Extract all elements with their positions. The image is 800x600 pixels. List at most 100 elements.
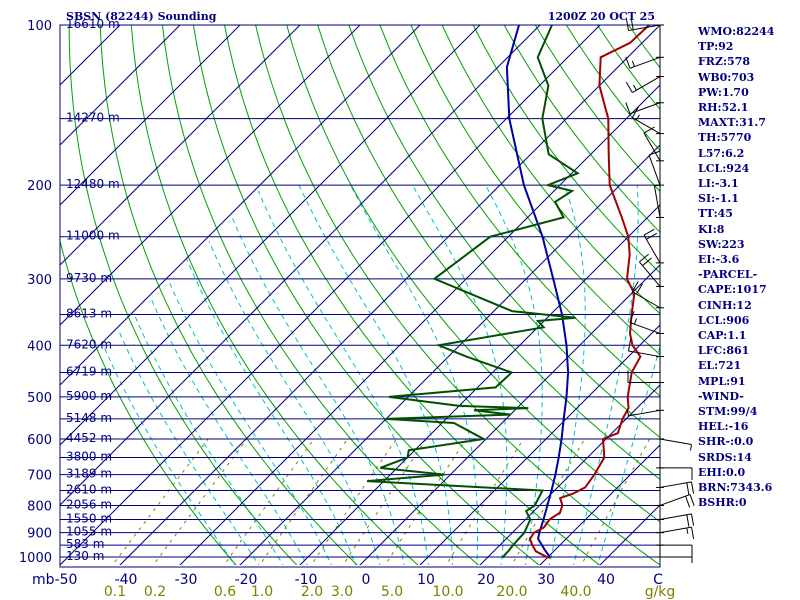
height-label: 14270 m (66, 111, 120, 125)
index-item: CAP:1.1 (698, 329, 747, 343)
mixing-ratio-tick-label: 0.2 (144, 584, 166, 600)
isotherm (60, 25, 361, 326)
index-item: CINH:12 (698, 298, 752, 312)
dewpoint-trace (367, 25, 580, 559)
index-item: -WIND- (698, 389, 744, 403)
wind-barb (643, 126, 661, 162)
mixing-ratio-line (111, 438, 209, 565)
wind-barb-flag (633, 84, 637, 91)
sounding-traces (367, 25, 650, 559)
wind-barb (631, 106, 661, 135)
temperature-tick-label: 30 (537, 572, 555, 588)
moist-adiabat (133, 314, 284, 565)
wind-barb (660, 544, 693, 558)
wind-barb (629, 311, 661, 334)
height-label: 4452 m (66, 431, 112, 445)
mixing-ratio-tick-label: 5.0 (381, 584, 403, 600)
wind-barb-shaft (653, 185, 661, 218)
height-label: 5900 m (66, 389, 112, 403)
wind-barb (659, 494, 695, 508)
height-label: 12480 m (66, 177, 120, 191)
temperature-tick-label: -20 (235, 572, 258, 588)
wind-barb-flag (625, 56, 631, 69)
mixing-ratio-line (152, 438, 248, 565)
pressure-axis-label: mb (32, 572, 55, 588)
mixing-ratio-tick-label: 2.0 (301, 584, 323, 600)
wind-barb-flag (642, 257, 653, 266)
mixing-ratio-lines (111, 438, 651, 565)
wind-barb (660, 467, 693, 480)
wind-barb-flag (691, 527, 695, 540)
isotherm (60, 25, 421, 386)
wind-barb-flag (685, 495, 691, 508)
wind-barb-shaft (659, 438, 692, 446)
index-item: -PARCEL- (698, 268, 758, 282)
wind-barb-flag (636, 283, 643, 295)
moist-adiabat (350, 184, 479, 565)
wind-barb-flag (631, 60, 635, 67)
temperature-trace (528, 25, 650, 559)
index-item: KI:8 (698, 222, 725, 236)
dry-adiabat (99, 25, 358, 565)
dry-adiabat (410, 25, 660, 356)
wind-barb-shaft (632, 117, 661, 135)
index-item: PW:1.70 (698, 85, 749, 99)
wind-barb-flag (629, 311, 635, 323)
temperature-tick-label: 20 (477, 572, 495, 588)
index-item: HEL:-16 (698, 420, 749, 434)
wind-barb-flag (630, 17, 634, 30)
mixing-ratio-tick-label: 10.0 (432, 584, 463, 600)
moist-adiabat (102, 345, 236, 565)
dry-adiabat (60, 239, 237, 565)
wind-barb-flag (625, 81, 633, 93)
dry-adiabat (161, 25, 480, 565)
isotherm (299, 204, 660, 565)
mixing-ratio-tick-label: 20.0 (496, 584, 527, 600)
index-item: L57:6.2 (698, 146, 745, 160)
isotherm (60, 25, 301, 266)
dry-adiabats (60, 25, 660, 565)
pressure-tick-label: 700 (27, 469, 52, 484)
wind-barb (660, 556, 693, 563)
height-label: 583 m (66, 537, 104, 551)
mixing-ratio-tick-label: 0.1 (104, 584, 126, 600)
wind-barb-flag (631, 106, 639, 118)
index-item: TP:92 (698, 40, 734, 54)
index-item: FRZ:578 (698, 55, 751, 69)
dry-adiabat (224, 25, 601, 565)
wind-barb (625, 17, 661, 32)
dry-adiabat (348, 25, 660, 439)
wind-barb-flag (686, 514, 690, 527)
wind-barb-flag (639, 253, 649, 263)
mixing-ratio-tick-label: 40.0 (560, 584, 591, 600)
valid-time: 1200Z 20 OCT 25 (548, 10, 655, 23)
index-item: LCL:924 (698, 161, 750, 175)
wind-barb (625, 102, 661, 115)
isotherm (60, 25, 61, 26)
stability-indices: WMO:82244 TP:92 FRZ:578 WB0:703 PW:1.70 RH:52… (698, 24, 798, 511)
wind-barb (659, 438, 693, 451)
index-item: BRN:7343.6 (698, 481, 773, 495)
temperature-tick-label: -50 (55, 572, 78, 588)
wind-barb-shaft (628, 24, 661, 32)
index-item: TT:45 (698, 207, 733, 221)
index-item: TH:5770 (698, 131, 752, 145)
isotherm (479, 384, 660, 565)
height-label: 3800 m (66, 449, 112, 463)
dry-adiabat (317, 25, 660, 481)
wind-barb (627, 370, 660, 384)
temperature-tick-label: 40 (597, 572, 615, 588)
isotherm (60, 25, 541, 506)
index-item: WMO:82244 (698, 25, 775, 38)
height-label: 2056 m (66, 497, 112, 511)
wind-barb (659, 526, 695, 540)
wind-barb-shaft (628, 409, 661, 417)
temperature-tick-label: 0 (362, 572, 371, 588)
index-item: SHR-:0.0 (698, 435, 754, 449)
wind-barb-flag (636, 114, 640, 121)
wind-barb (653, 184, 661, 218)
dry-adiabat (441, 25, 660, 315)
wind-barb (625, 76, 661, 93)
pressure-tick-label: 300 (27, 273, 52, 288)
index-item: CAPE:1017 (698, 283, 767, 297)
